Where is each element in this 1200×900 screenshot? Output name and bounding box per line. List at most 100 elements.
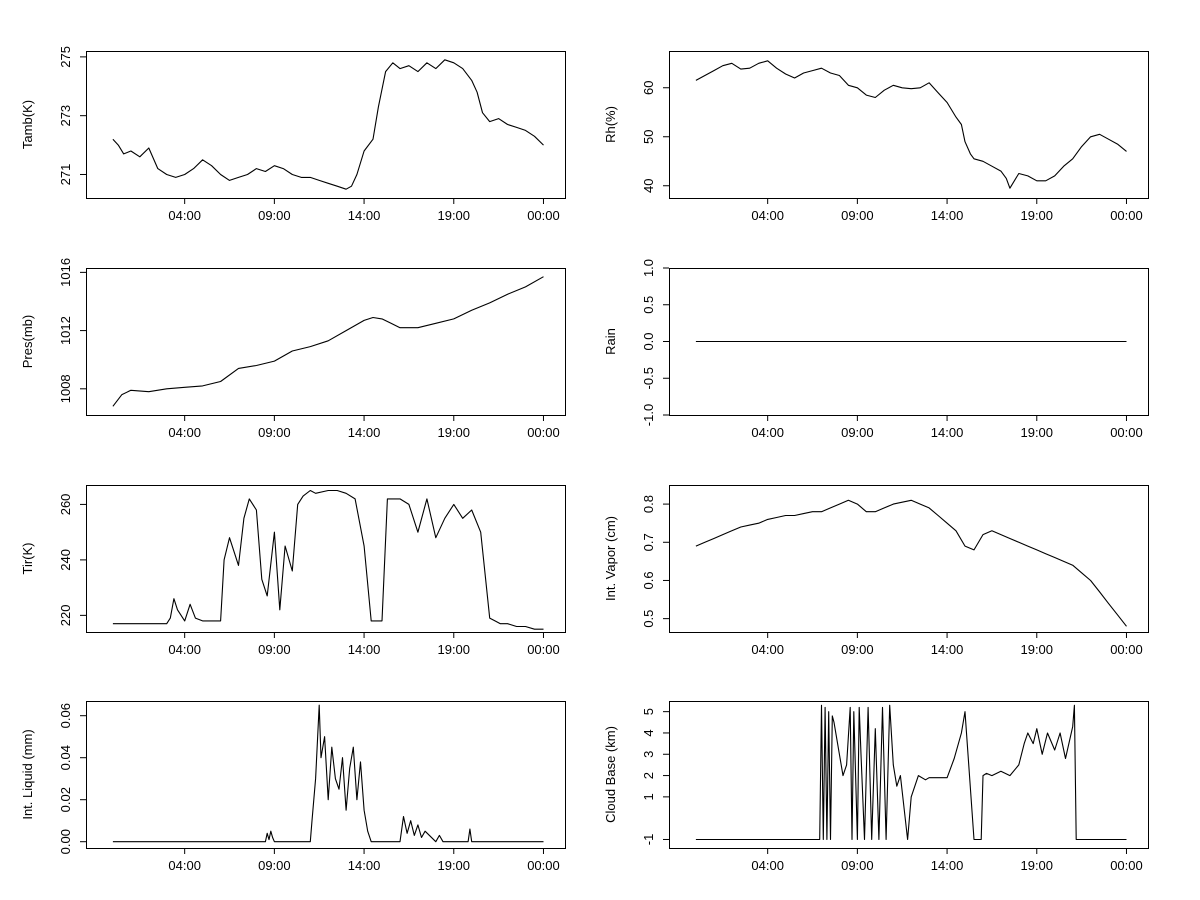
- x-tick-label: 04:00: [751, 208, 784, 223]
- y-tick-label: 40: [641, 179, 656, 193]
- plot-frame: [669, 701, 1149, 849]
- chart-panel: 04:00 09:00 14:00 19:00 00:00 0.00 0.02 0.04 0.0…: [20, 701, 566, 873]
- series-line: [695, 60, 1127, 189]
- y-tick-label: 0.7: [641, 533, 656, 551]
- series-line: [695, 499, 1127, 627]
- y-tick-label: 2: [641, 772, 656, 779]
- x-tick-label: 19:00: [1020, 858, 1053, 873]
- x-tick-label: 04:00: [168, 642, 201, 657]
- plot-frame: [669, 268, 1149, 416]
- chart-panel: 04:00 09:00 14:00 19:00 00:00 220 240 260 Tir(K): [20, 485, 566, 657]
- y-tick-label: 50: [641, 130, 656, 144]
- x-tick-label: 09:00: [258, 208, 291, 223]
- x-tick-label: 00:00: [1110, 858, 1143, 873]
- plot-frame: [86, 485, 566, 633]
- y-tick-label: 1008: [58, 374, 73, 403]
- y-tick-label: 1: [641, 793, 656, 800]
- chart-panel: 04:00 09:00 14:00 19:00 00:00 271 273 275 Tamb(K…: [20, 46, 566, 223]
- chart-panel: 04:00 09:00 14:00 19:00 00:00 40 50 60 Rh(%): [603, 51, 1149, 223]
- y-tick-label: 1012: [58, 316, 73, 345]
- y-tick-label: -1.0: [641, 404, 656, 426]
- y-axis-label: Cloud Base (km): [603, 726, 618, 823]
- x-tick-label: 14:00: [348, 858, 381, 873]
- y-axis-label: Rain: [603, 328, 618, 355]
- y-axis-label: Int. Vapor (cm): [603, 516, 618, 601]
- x-tick-label: 14:00: [348, 208, 381, 223]
- x-tick-label: 09:00: [258, 425, 291, 440]
- y-tick-label: -0.5: [641, 367, 656, 389]
- x-tick-label: 09:00: [841, 858, 874, 873]
- x-tick-label: 14:00: [931, 642, 964, 657]
- x-tick-label: 00:00: [527, 642, 560, 657]
- y-tick-label: 260: [58, 494, 73, 516]
- x-tick-label: 09:00: [841, 425, 874, 440]
- y-axis-label: Tamb(K): [20, 100, 35, 149]
- x-tick-label: 04:00: [168, 858, 201, 873]
- y-tick-label: 220: [58, 605, 73, 627]
- y-tick-label: 3: [641, 751, 656, 758]
- y-axis-label: Int. Liquid (mm): [20, 729, 35, 819]
- y-tick-label: 0.02: [58, 787, 73, 812]
- y-tick-label: 0.6: [641, 571, 656, 589]
- plot-frame: [669, 51, 1149, 199]
- x-tick-label: 19:00: [437, 858, 470, 873]
- y-tick-label: 4: [641, 729, 656, 736]
- y-axis-label: Pres(mb): [20, 315, 35, 368]
- plot-frame: [86, 268, 566, 416]
- y-tick-label: 0.00: [58, 829, 73, 854]
- y-tick-label: 0.5: [641, 610, 656, 628]
- x-tick-label: 14:00: [931, 425, 964, 440]
- x-tick-label: 00:00: [1110, 208, 1143, 223]
- x-tick-label: 14:00: [348, 642, 381, 657]
- y-tick-label: 0.04: [58, 745, 73, 770]
- series-line: [112, 489, 544, 630]
- x-tick-label: 09:00: [258, 858, 291, 873]
- x-tick-label: 19:00: [437, 208, 470, 223]
- x-tick-label: 09:00: [258, 642, 291, 657]
- y-tick-label: 1016: [58, 258, 73, 287]
- x-tick-label: 09:00: [841, 642, 874, 657]
- y-axis-label: Tir(K): [20, 542, 35, 574]
- plot-frame: [669, 485, 1149, 633]
- y-tick-label: 0.5: [641, 296, 656, 314]
- y-tick-label: 0.0: [641, 332, 656, 350]
- chart-panel: 04:00 09:00 14:00 19:00 00:00 1008 1012 1016 Pre…: [20, 258, 566, 440]
- chart-panel: 04:00 09:00 14:00 19:00 00:00 -1 1 2 3 4 5 Cloud Ba…: [603, 701, 1149, 873]
- plot-frame: [86, 701, 566, 849]
- y-tick-label: -1: [641, 834, 656, 846]
- series-line: [695, 704, 1127, 841]
- x-tick-label: 04:00: [751, 858, 784, 873]
- x-tick-label: 19:00: [1020, 425, 1053, 440]
- y-tick-label: 275: [58, 46, 73, 68]
- chart-panel: 04:00 09:00 14:00 19:00 00:00 0.5 0.6 0.7 0.8 Int…: [603, 485, 1149, 657]
- plot-frame: [86, 51, 566, 199]
- x-tick-label: 14:00: [931, 858, 964, 873]
- x-tick-label: 14:00: [348, 425, 381, 440]
- y-tick-label: 1.0: [641, 259, 656, 277]
- chart-panels: 04:00 09:00 14:00 19:00 00:00 271 273 275 Tamb(K…: [20, 46, 1149, 873]
- y-tick-label: 240: [58, 549, 73, 571]
- chart-panel: 04:00 09:00 14:00 19:00 00:00 -1.0 -0.5 0.0 0.5 1…: [603, 259, 1149, 440]
- x-tick-label: 00:00: [527, 208, 560, 223]
- x-tick-label: 00:00: [527, 425, 560, 440]
- series-line: [112, 704, 544, 843]
- x-tick-label: 09:00: [841, 208, 874, 223]
- y-tick-label: 0.8: [641, 495, 656, 513]
- x-tick-label: 00:00: [1110, 425, 1143, 440]
- y-tick-label: 271: [58, 164, 73, 186]
- series-line: [112, 59, 544, 190]
- x-tick-label: 04:00: [751, 642, 784, 657]
- x-tick-label: 19:00: [1020, 208, 1053, 223]
- x-tick-label: 00:00: [527, 858, 560, 873]
- x-tick-label: 19:00: [437, 642, 470, 657]
- x-tick-label: 04:00: [168, 208, 201, 223]
- x-tick-label: 19:00: [437, 425, 470, 440]
- y-tick-label: 5: [641, 708, 656, 715]
- x-tick-label: 14:00: [931, 208, 964, 223]
- y-tick-label: 273: [58, 105, 73, 127]
- series-line: [112, 276, 544, 407]
- y-axis-label: Rh(%): [603, 106, 618, 143]
- y-tick-label: 60: [641, 81, 656, 95]
- x-tick-label: 04:00: [168, 425, 201, 440]
